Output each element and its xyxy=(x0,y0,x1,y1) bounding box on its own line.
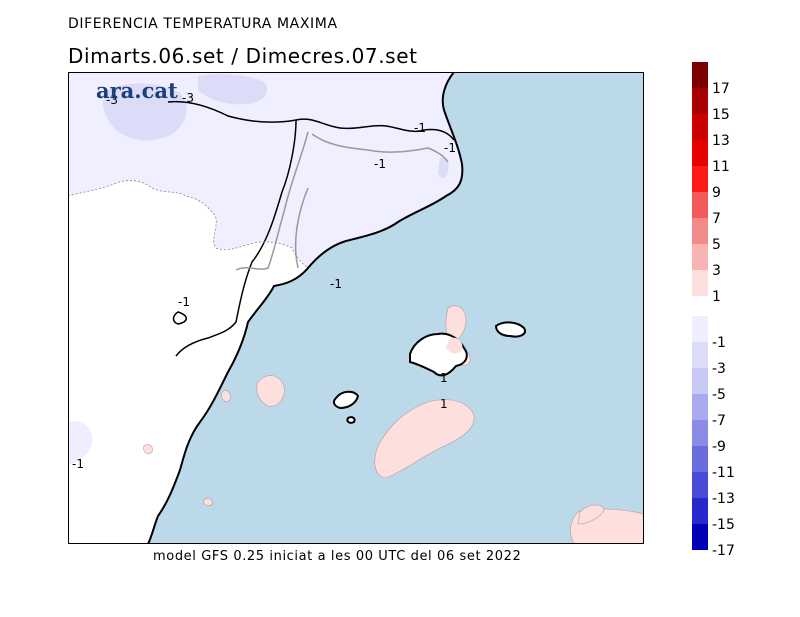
legend-label: 7 xyxy=(712,211,721,227)
legend-swatch xyxy=(692,62,708,88)
warm-anomaly-region xyxy=(256,375,285,407)
ara-cat-logo: ara.cat xyxy=(96,78,178,103)
warm-anomaly-region xyxy=(203,498,213,506)
contour-label: -3 xyxy=(106,93,118,107)
legend-label: -11 xyxy=(712,465,735,481)
legend-swatch xyxy=(692,342,708,368)
legend-label: -3 xyxy=(712,361,726,377)
warm-anomaly-region xyxy=(445,305,467,345)
legend-label: 9 xyxy=(712,185,721,201)
legend-swatch xyxy=(692,420,708,446)
legend-swatch xyxy=(692,316,708,342)
legend-label: 13 xyxy=(712,133,730,149)
map-title: DIFERENCIA TEMPERATURA MAXIMA xyxy=(68,16,338,32)
legend-label: 5 xyxy=(712,237,721,253)
legend-swatch xyxy=(692,270,708,296)
border-line xyxy=(167,100,455,357)
legend-label: -17 xyxy=(712,543,735,559)
contour-label: -3 xyxy=(182,91,194,105)
contour-label: 1 xyxy=(440,397,448,411)
legend-label: -9 xyxy=(712,439,726,455)
legend-label: -13 xyxy=(712,491,735,507)
legend-label: -15 xyxy=(712,517,735,533)
warm-anomaly-region xyxy=(143,444,153,454)
contour-label: -1 xyxy=(178,295,190,309)
legend-swatch xyxy=(692,218,708,244)
contour-line xyxy=(68,180,309,269)
formentera-island xyxy=(346,416,356,424)
legend-label: 1 xyxy=(712,289,721,305)
temperature-map: -3 -3 -1 -1 -1 -1 -1 -1 1 1 ara.cat xyxy=(68,72,644,544)
legend-label: 17 xyxy=(712,81,730,97)
legend-swatch xyxy=(692,114,708,140)
legend-swatch xyxy=(692,88,708,114)
border-line xyxy=(172,311,187,325)
legend-swatch xyxy=(692,244,708,270)
contour-label: -1 xyxy=(374,157,386,171)
legend-swatch xyxy=(692,140,708,166)
warm-anomaly-region xyxy=(221,390,231,402)
legend-swatch xyxy=(692,368,708,394)
contour-label: -1 xyxy=(414,121,426,135)
legend-label: 11 xyxy=(712,159,730,175)
color-legend: 17 15 13 11 9 7 5 3 1 -1 -3 -5 -7 -9 -11 -13 -15 -17 xyxy=(692,62,735,559)
region-border xyxy=(235,131,449,271)
warm-anomaly-region xyxy=(577,504,605,525)
legend-swatch xyxy=(692,166,708,192)
legend-label: -1 xyxy=(712,335,726,351)
cold-anomaly-region xyxy=(438,157,449,178)
legend-swatch xyxy=(692,498,708,524)
contour-label: 1 xyxy=(440,371,448,385)
legend-label: 15 xyxy=(712,107,730,123)
legend-swatch xyxy=(692,472,708,498)
contour-label: -1 xyxy=(330,277,342,291)
contour-label: -1 xyxy=(444,141,456,155)
legend-swatch xyxy=(692,524,708,550)
cold-anomaly-region xyxy=(102,83,187,141)
legend-label: 3 xyxy=(712,263,721,279)
model-info: model GFS 0.25 iniciat a les 00 UTC del … xyxy=(153,549,522,564)
cold-anomaly-region xyxy=(198,74,268,105)
legend-label: -5 xyxy=(712,387,726,403)
contour-label: -1 xyxy=(72,457,84,471)
legend-swatch xyxy=(692,446,708,472)
warm-anomaly-region xyxy=(446,337,463,354)
warm-anomaly-region xyxy=(374,399,475,479)
menorca-island xyxy=(494,321,526,338)
legend-label: -7 xyxy=(712,413,726,429)
date-range-subtitle: Dimarts.06.set / Dimecres.07.set xyxy=(68,44,418,68)
ibiza-island xyxy=(332,390,360,410)
cold-anomaly-region xyxy=(68,421,93,464)
legend-swatch xyxy=(692,192,708,218)
legend-swatch xyxy=(692,394,708,420)
map-frame xyxy=(68,72,644,544)
coastline xyxy=(147,72,464,544)
